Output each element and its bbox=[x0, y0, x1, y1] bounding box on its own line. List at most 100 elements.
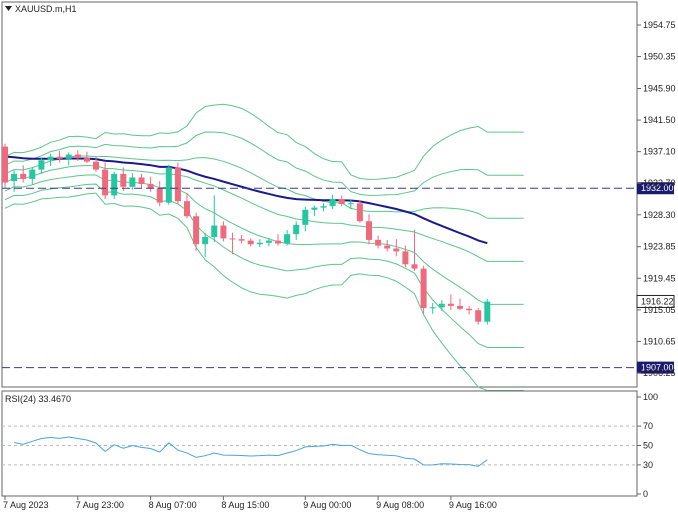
candle-body bbox=[265, 240, 272, 243]
time-tick-label: 7 Aug 2023 bbox=[3, 500, 49, 510]
candle-body bbox=[20, 173, 27, 179]
triangle-down-icon[interactable] bbox=[5, 6, 12, 11]
candle-body bbox=[302, 209, 309, 225]
time-tick-label: 8 Aug 07:00 bbox=[149, 500, 197, 510]
candle-body bbox=[438, 303, 445, 308]
candle-body bbox=[211, 225, 218, 238]
candle-body bbox=[129, 177, 136, 187]
candle-body bbox=[375, 239, 382, 246]
current-price-label: 1916.22 bbox=[641, 296, 674, 306]
candle-body bbox=[184, 201, 190, 217]
band-line bbox=[4, 155, 524, 219]
candle-body bbox=[256, 242, 263, 245]
price-tick-label: 1915.05 bbox=[643, 305, 676, 315]
level-price-label: 1932.00 bbox=[641, 183, 674, 193]
band-line bbox=[4, 192, 524, 392]
rsi-panel[interactable]: RSI(24) 33.4670 100 70 50 30 0 bbox=[1, 390, 658, 499]
price-tick-label: 1923.85 bbox=[643, 242, 676, 252]
candle-body bbox=[193, 216, 200, 245]
candle-body bbox=[284, 234, 291, 244]
candle-body bbox=[38, 160, 45, 170]
horizontal-levels: 1932.00 1907.00 1916.22 bbox=[2, 182, 675, 374]
rsi-axis: 100 70 50 30 0 bbox=[637, 392, 658, 499]
candle-body bbox=[311, 207, 318, 210]
candle-body bbox=[165, 167, 172, 203]
level-price-tag bbox=[637, 182, 674, 195]
price-axis: 1954.75 1950.35 1945.90 1941.50 1937.10 1932.… bbox=[637, 20, 676, 378]
candle-body bbox=[111, 173, 118, 196]
candle-body bbox=[484, 301, 491, 322]
candle-body bbox=[93, 161, 99, 170]
candle-body bbox=[466, 308, 473, 311]
band-line bbox=[4, 131, 524, 196]
rsi-line bbox=[14, 436, 488, 467]
candle-body bbox=[83, 158, 90, 162]
candle-body bbox=[202, 237, 209, 245]
price-tick-label: 1928.30 bbox=[643, 210, 676, 220]
price-tick-label: 1910.65 bbox=[643, 336, 676, 346]
candle-body bbox=[74, 154, 81, 159]
candle-body bbox=[120, 173, 127, 187]
price-tick-label: 1945.90 bbox=[643, 84, 676, 94]
candle-body bbox=[220, 225, 227, 239]
candle-body bbox=[56, 156, 63, 159]
candle-body bbox=[347, 203, 354, 205]
candle-body bbox=[320, 206, 327, 208]
candle-body bbox=[457, 305, 463, 309]
candle-body bbox=[447, 303, 454, 306]
candle-body bbox=[338, 199, 345, 205]
time-tick-label: 8 Aug 15:00 bbox=[221, 500, 269, 510]
candle-body bbox=[229, 238, 236, 240]
candle-body bbox=[402, 251, 409, 265]
price-tick-label: 1950.35 bbox=[643, 52, 676, 62]
candle-body bbox=[102, 169, 109, 196]
candle-body bbox=[420, 268, 427, 309]
candle-body bbox=[47, 156, 54, 161]
band-line bbox=[4, 103, 524, 180]
rsi-label: RSI(24) 33.4670 bbox=[5, 394, 71, 404]
rsi-tick-label: 30 bbox=[643, 460, 653, 470]
rsi-tick-label: 0 bbox=[643, 489, 648, 499]
candle-body bbox=[475, 310, 482, 322]
rsi-tick-label: 70 bbox=[643, 421, 653, 431]
time-tick-label: 9 Aug 08:00 bbox=[376, 500, 424, 510]
price-panel[interactable]: 1932.00 1907.00 1916.22 bbox=[1, 1, 675, 392]
candlestick-series bbox=[2, 143, 491, 325]
candle-body bbox=[293, 224, 300, 235]
price-tick-label: 1941.50 bbox=[643, 115, 676, 125]
band-line bbox=[4, 183, 524, 348]
candle-body bbox=[384, 245, 391, 249]
chart-header[interactable]: XAUUSD.m,H1 bbox=[5, 4, 77, 14]
rsi-tick-label: 50 bbox=[643, 441, 653, 451]
price-tick-label: 1937.10 bbox=[643, 147, 676, 157]
band-middle-line bbox=[4, 164, 524, 262]
candle-body bbox=[366, 221, 372, 240]
symbol-title: XAUUSD.m,H1 bbox=[15, 4, 77, 14]
level-price-tag bbox=[637, 361, 674, 374]
candle-body bbox=[65, 154, 72, 159]
level-price-label: 1907.00 bbox=[641, 363, 674, 373]
candle-body bbox=[2, 146, 8, 183]
price-tick-label: 1954.75 bbox=[643, 20, 676, 30]
rsi-panel-frame bbox=[1, 390, 638, 497]
band-line bbox=[4, 174, 524, 305]
candle-body bbox=[11, 173, 18, 182]
price-tick-label: 1932.70 bbox=[643, 178, 676, 188]
bollinger-bands bbox=[4, 103, 524, 392]
time-tick-label: 7 Aug 23:00 bbox=[76, 500, 124, 510]
time-axis: 7 Aug 2023 7 Aug 23:00 8 Aug 07:00 8 Aug 15… bbox=[2, 495, 637, 510]
price-tick-label: 1919.45 bbox=[643, 273, 676, 283]
candle-body bbox=[411, 264, 418, 269]
candle-body bbox=[329, 199, 336, 207]
rsi-tick-label: 100 bbox=[643, 392, 658, 402]
price-tick-label: 1906.25 bbox=[643, 368, 676, 378]
candle-body bbox=[275, 240, 281, 244]
candle-body bbox=[147, 183, 154, 189]
candle-body bbox=[429, 307, 436, 309]
candle-body bbox=[138, 177, 145, 184]
candle-body bbox=[247, 240, 254, 245]
rsi-grid bbox=[2, 425, 637, 466]
candle-body bbox=[238, 239, 245, 241]
time-tick-label: 9 Aug 16:00 bbox=[449, 500, 497, 510]
